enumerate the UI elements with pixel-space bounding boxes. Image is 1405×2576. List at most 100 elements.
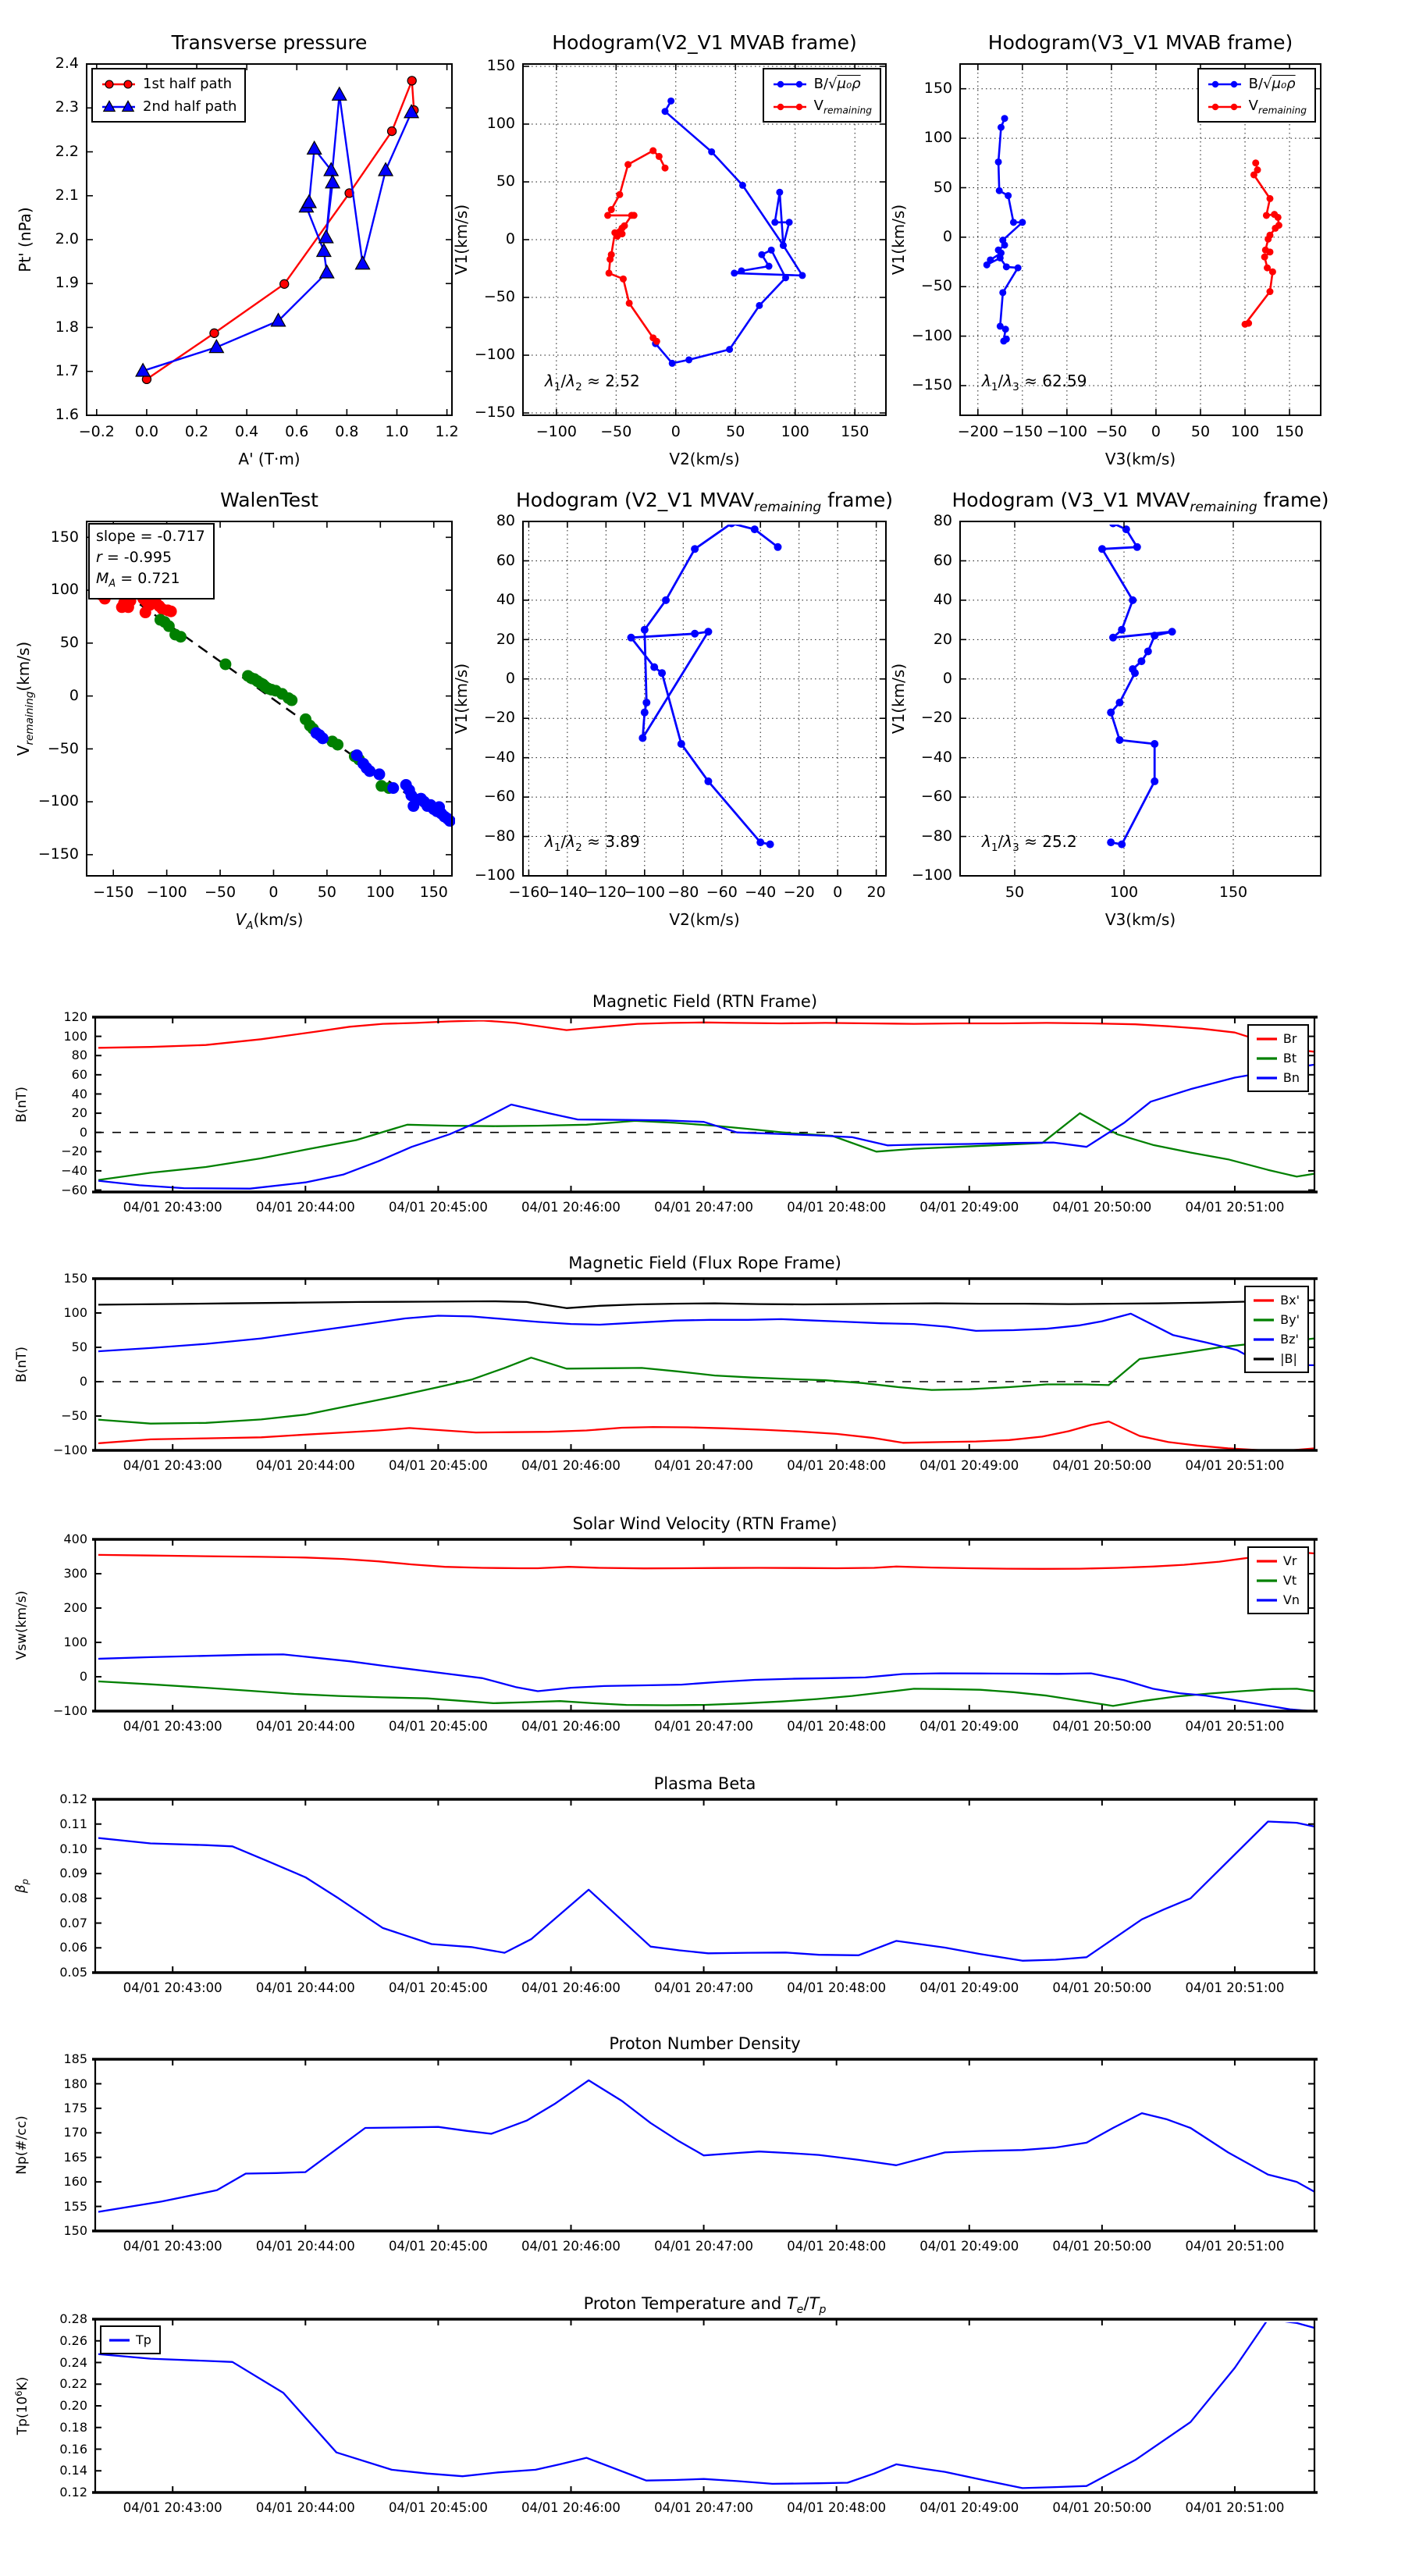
series-1st half path-markers [141, 76, 419, 385]
series-Bt-line [98, 1112, 1315, 1181]
x-tick-label: 04/01 20:47:00 [654, 1200, 754, 1215]
legend-sample-line [1256, 1037, 1277, 1041]
x-tick-label: −200 [957, 423, 998, 440]
y-tick-label: 400 [63, 1532, 87, 1547]
legend-sample-markers [102, 79, 135, 89]
x-tick-label: −0.2 [78, 423, 115, 440]
series-layer [98, 1551, 1315, 1712]
x-tick-label: −120 [585, 884, 627, 901]
chart-title: Proton Temperature and Te/Tp [583, 2294, 827, 2316]
x-tick-label: 0.4 [235, 423, 259, 440]
y-tick-label: 50 [496, 173, 515, 190]
series-first-interval-markers [90, 577, 177, 619]
y-axis-label: V1(km/s) [452, 663, 471, 735]
y-tick-label: 0 [505, 230, 515, 248]
series-fit-line [90, 568, 453, 827]
y-tick-label: 0.09 [59, 1866, 87, 1881]
chart-canvas-hodogram-v3v1-mvab [959, 63, 1321, 416]
y-tick-label: −60 [61, 1182, 87, 1197]
chart-canvas-hodogram-v2v1-mvav [522, 521, 887, 877]
y-tick-label: −60 [483, 788, 515, 806]
y-tick-label: 20 [496, 630, 515, 648]
y-tick-label: −50 [483, 288, 515, 306]
x-tick-label: 150 [1275, 423, 1304, 440]
lambda-annotation: λ1/λ2 ≈ 3.89 [545, 832, 640, 854]
y-tick-label: −100 [911, 326, 952, 344]
chart-title: Plasma Beta [653, 1774, 756, 1793]
x-tick-label: 04/01 20:50:00 [1052, 2500, 1152, 2515]
x-tick-label: 04/01 20:43:00 [123, 2500, 222, 2515]
series-beta-p-line [98, 1820, 1315, 1962]
y-tick-label: 50 [59, 634, 79, 652]
x-tick-label: 04/01 20:50:00 [1052, 2239, 1152, 2254]
legend-label: Vt [1282, 1573, 1297, 1588]
legend-sample-markers [773, 103, 806, 110]
legend-box: Tp [100, 2325, 161, 2354]
legend-item: Vremaining [770, 95, 872, 118]
x-tick-label: 04/01 20:44:00 [255, 1200, 355, 1215]
x-tick-label: 04/01 20:46:00 [521, 2239, 621, 2254]
x-tick-label: 04/01 20:51:00 [1185, 1980, 1285, 1995]
y-tick-label: −100 [53, 1443, 87, 1458]
y-axis-label: Vremaining(km/s) [14, 641, 36, 756]
legend-item: |B| [1252, 1349, 1300, 1368]
legend-box: Vr Vt Vn [1247, 1546, 1309, 1614]
x-tick-label: −50 [600, 423, 632, 440]
x-tick-label: 04/01 20:50:00 [1052, 1719, 1152, 1734]
x-tick-label: 04/01 20:51:00 [1185, 2239, 1285, 2254]
x-tick-label: 0 [269, 884, 279, 901]
legend-box: 1st half path 2nd half path [91, 68, 247, 123]
series-middle-interval-markers [154, 614, 395, 795]
y-tick-label: 0.12 [59, 2485, 87, 2500]
y-tick-label: 1.9 [55, 274, 79, 292]
x-tick-label: 04/01 20:43:00 [123, 2239, 222, 2254]
lambda-annotation: λ1/λ3 ≈ 25.2 [982, 832, 1077, 854]
x-tick-label: 04/01 20:45:00 [388, 1719, 488, 1734]
series-B-line [654, 100, 804, 365]
legend-sample-line [109, 2338, 130, 2342]
x-tick-label: 04/01 20:46:00 [521, 1200, 621, 1215]
x-tick-label: 04/01 20:45:00 [388, 2500, 488, 2515]
x-tick-label: 50 [1005, 884, 1025, 901]
legend-sample-line [1256, 1056, 1277, 1060]
y-tick-label: −100 [37, 792, 79, 810]
legend-item: Br [1255, 1029, 1300, 1048]
y-tick-label: 155 [63, 2198, 87, 2214]
x-tick-label: 0.6 [285, 423, 309, 440]
stats-textbox: slope = -0.717 r = -0.995 MA = 0.721 [88, 523, 215, 600]
x-tick-label: 04/01 20:50:00 [1052, 1458, 1152, 1473]
x-tick-label: −100 [535, 423, 577, 440]
x-tick-label: 04/01 20:44:00 [255, 2239, 355, 2254]
legend-label: 1st half path [143, 76, 233, 92]
y-tick-label: 0.14 [59, 2463, 87, 2478]
x-tick-label: −50 [204, 884, 237, 901]
x-tick-label: 04/01 20:45:00 [388, 1200, 488, 1215]
chart-canvas-hodogram-v2v1-mvab [522, 63, 887, 416]
stats-line: MA = 0.721 [96, 570, 180, 590]
series-Np-line [98, 2079, 1315, 2213]
chart-title: Magnetic Field (Flux Rope Frame) [568, 1254, 841, 1272]
legend-sample-line [1254, 1357, 1275, 1361]
x-tick-label: 04/01 20:51:00 [1185, 1719, 1285, 1734]
y-tick-label: 1.7 [55, 361, 79, 379]
x-tick-label: 04/01 20:49:00 [919, 1980, 1019, 1995]
x-axis-label: VA(km/s) [235, 910, 304, 932]
series-Bz'-line [98, 1312, 1314, 1367]
y-tick-label: 40 [71, 1086, 87, 1101]
chart-title: Magnetic Field (RTN Frame) [592, 992, 818, 1011]
y-tick-label: 150 [923, 79, 952, 97]
x-tick-label: 04/01 20:43:00 [123, 1200, 222, 1215]
legend-item: 1st half path [99, 73, 237, 95]
x-tick-label: 04/01 20:43:00 [123, 1458, 222, 1473]
series-Br-line [98, 1020, 1315, 1053]
legend-item: Vremaining [1205, 95, 1307, 118]
y-tick-label: 0 [942, 669, 952, 687]
x-tick-label: 100 [1230, 423, 1260, 440]
series-layer [98, 1820, 1315, 1962]
y-tick-label: 0 [505, 669, 515, 687]
x-tick-label: 04/01 20:44:00 [255, 2500, 355, 2515]
